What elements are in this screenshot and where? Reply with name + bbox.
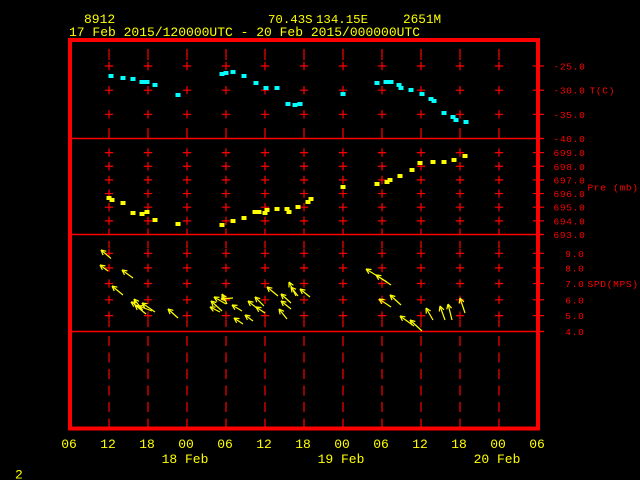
svg-text:18: 18 xyxy=(295,437,311,452)
svg-text:2651M: 2651M xyxy=(403,12,441,27)
svg-text:-40.0: -40.0 xyxy=(554,134,586,145)
svg-text:06: 06 xyxy=(61,437,77,452)
svg-text:-35.0: -35.0 xyxy=(554,110,586,121)
svg-text:19 Feb: 19 Feb xyxy=(318,452,365,467)
svg-text:4.0: 4.0 xyxy=(565,327,584,338)
svg-text:06: 06 xyxy=(373,437,389,452)
svg-text:694.0: 694.0 xyxy=(554,216,586,227)
svg-text:00: 00 xyxy=(490,437,506,452)
svg-text:693.0: 693.0 xyxy=(554,230,586,241)
svg-text:12: 12 xyxy=(100,437,116,452)
svg-text:Pre (mb): Pre (mb) xyxy=(588,182,639,193)
svg-text:9.0: 9.0 xyxy=(565,249,584,260)
svg-text:20 Feb: 20 Feb xyxy=(474,452,521,467)
svg-text:697.0: 697.0 xyxy=(554,175,586,186)
svg-text:SPD(MPS): SPD(MPS) xyxy=(588,279,639,290)
svg-text:695.0: 695.0 xyxy=(554,203,586,214)
svg-text:18: 18 xyxy=(139,437,155,452)
svg-text:8912: 8912 xyxy=(84,12,115,27)
svg-text:00: 00 xyxy=(334,437,350,452)
svg-text:T(C): T(C) xyxy=(590,86,616,97)
svg-text:18 Feb: 18 Feb xyxy=(162,452,209,467)
svg-text:5.0: 5.0 xyxy=(565,311,584,322)
svg-text:12: 12 xyxy=(412,437,428,452)
svg-text:699.0: 699.0 xyxy=(554,148,586,159)
svg-text:06: 06 xyxy=(217,437,233,452)
svg-text:-30.0: -30.0 xyxy=(554,86,586,97)
svg-text:18: 18 xyxy=(451,437,467,452)
svg-text:2: 2 xyxy=(15,468,23,480)
svg-text:696.0: 696.0 xyxy=(554,189,586,200)
svg-text:6.0: 6.0 xyxy=(565,295,584,306)
svg-text:17 Feb 2015/120000UTC - 20 Feb: 17 Feb 2015/120000UTC - 20 Feb 2015/0000… xyxy=(69,25,420,40)
svg-text:12: 12 xyxy=(256,437,272,452)
svg-text:70.43S: 70.43S xyxy=(268,13,313,27)
svg-text:06: 06 xyxy=(529,437,545,452)
svg-text:698.0: 698.0 xyxy=(554,162,586,173)
svg-text:134.15E: 134.15E xyxy=(316,13,368,27)
svg-text:8.0: 8.0 xyxy=(565,263,584,274)
svg-text:-25.0: -25.0 xyxy=(554,62,586,73)
svg-text:00: 00 xyxy=(178,437,194,452)
svg-text:7.0: 7.0 xyxy=(565,279,584,290)
